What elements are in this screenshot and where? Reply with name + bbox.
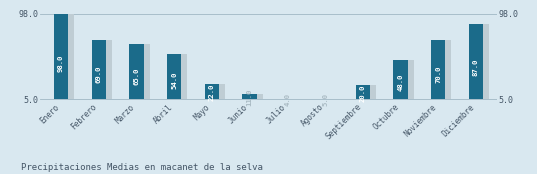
Text: 65.0: 65.0 — [134, 67, 140, 85]
Text: 69.0: 69.0 — [96, 66, 101, 83]
Bar — [435, 39, 452, 99]
Text: Precipitaciones Medias en macanet de la selva: Precipitaciones Medias en macanet de la … — [21, 163, 263, 172]
Bar — [469, 24, 483, 99]
Bar — [359, 85, 376, 99]
Bar — [133, 44, 150, 99]
Text: 98.0: 98.0 — [58, 55, 64, 72]
Text: 22.0: 22.0 — [209, 84, 215, 101]
Text: 48.0: 48.0 — [397, 74, 403, 91]
Text: 4.0: 4.0 — [285, 93, 291, 106]
Bar — [394, 60, 408, 99]
Text: 20.0: 20.0 — [360, 85, 366, 102]
Bar — [205, 84, 219, 99]
Bar — [92, 41, 106, 99]
Bar — [355, 85, 370, 99]
Bar — [171, 54, 187, 99]
Bar — [208, 84, 225, 99]
Bar — [57, 14, 74, 99]
Bar — [54, 14, 68, 99]
Text: 11.0: 11.0 — [246, 88, 252, 106]
Bar — [246, 94, 263, 99]
Text: 70.0: 70.0 — [436, 65, 441, 83]
Bar — [431, 39, 445, 99]
Bar — [473, 24, 489, 99]
Bar — [96, 41, 112, 99]
Text: 54.0: 54.0 — [171, 72, 177, 89]
Text: 87.0: 87.0 — [473, 59, 479, 76]
Bar — [243, 94, 257, 99]
Text: 5.0: 5.0 — [322, 93, 328, 106]
Bar — [397, 60, 413, 99]
Bar — [129, 44, 143, 99]
Bar — [167, 54, 182, 99]
